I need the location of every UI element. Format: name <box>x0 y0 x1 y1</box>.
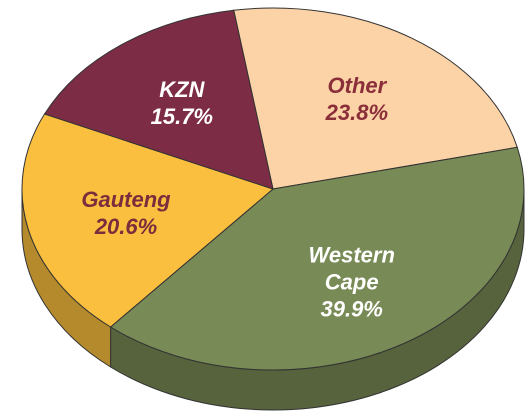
category: Gauteng <box>81 186 171 212</box>
value-label: 15.7% <box>150 103 213 129</box>
slice <box>43 9 274 190</box>
category: Other <box>327 72 387 98</box>
slice-label: KZN 15.7% <box>117 76 247 130</box>
slice-label: Gauteng 20.6% <box>61 186 191 240</box>
category: KZN <box>159 76 205 102</box>
slice <box>109 146 525 371</box>
slice-label: Other 23.8% <box>292 72 422 126</box>
value-label: 20.6% <box>94 213 158 239</box>
slice <box>21 113 275 328</box>
slice <box>233 7 518 190</box>
value-label: 39.9% <box>320 296 383 322</box>
value-label: 23.8% <box>325 99 389 125</box>
slice-label: Western Cape 39.9% <box>287 241 417 322</box>
category: Western Cape <box>308 242 395 295</box>
